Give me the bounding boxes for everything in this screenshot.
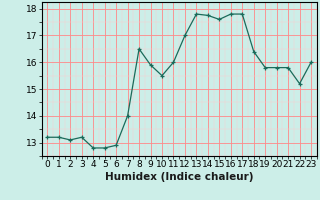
X-axis label: Humidex (Indice chaleur): Humidex (Indice chaleur) (105, 172, 253, 182)
